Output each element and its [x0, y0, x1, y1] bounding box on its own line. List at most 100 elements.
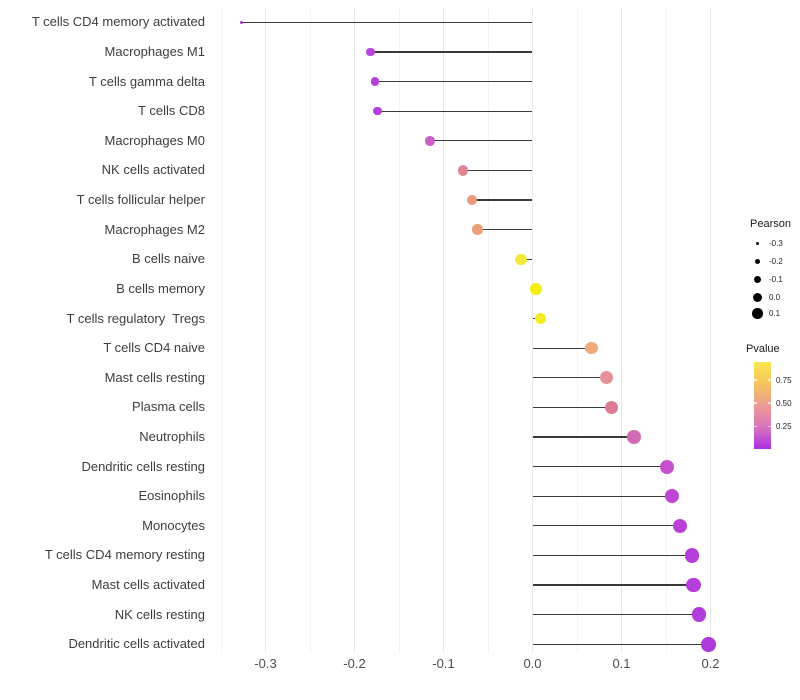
lollipop-dot: [370, 77, 380, 86]
category-label: T cells regulatory Tregs: [66, 310, 205, 326]
lollipop-dot: [673, 518, 688, 533]
pvalue-gradient-bar: [754, 362, 771, 449]
category-label: B cells memory: [116, 280, 205, 296]
lollipop-dot: [239, 20, 244, 24]
x-tick-label: -0.3: [254, 656, 277, 671]
category-label: Neutrophils: [139, 428, 205, 444]
lollipop-segment: [532, 584, 694, 586]
category-label: Macrophages M2: [104, 221, 205, 237]
gridline-minor: [487, 8, 489, 652]
lollipop-segment: [471, 199, 533, 201]
lollipop-segment: [520, 258, 533, 260]
pearson-legend-dot: [753, 275, 762, 284]
pvalue-legend-label: 0.75: [776, 375, 792, 385]
category-label: T cells CD4 memory activated: [31, 14, 205, 30]
gridline-major: [710, 8, 711, 652]
pearson-legend-label: -0.1: [769, 275, 783, 284]
pvalue-legend-label: 0.25: [776, 422, 792, 431]
category-label: T cells CD4 naive: [103, 340, 205, 356]
gridline-major: [354, 8, 355, 652]
pearson-legend-title: Pearson: [750, 218, 791, 230]
pvalue-gradient-tick: [754, 402, 757, 404]
lollipop-segment: [370, 51, 533, 53]
pearson-legend-label: 0.0: [769, 292, 781, 302]
lollipop-dot: [466, 194, 478, 206]
gridline-minor: [220, 8, 222, 652]
category-label: Monocytes: [142, 517, 205, 533]
lollipop-segment: [532, 525, 681, 527]
category-label: T cells CD4 memory resting: [44, 547, 205, 563]
pearson-legend-label: -0.2: [769, 257, 783, 266]
x-tick-label: 0.1: [612, 656, 631, 671]
lollipop-segment: [532, 466, 667, 468]
lollipop-dot: [684, 548, 699, 563]
lollipop-dot: [472, 224, 483, 235]
pvalue-legend-title: Pvalue: [746, 343, 780, 355]
x-tick-label: 0.0: [523, 656, 542, 671]
lollipop-dot: [665, 489, 680, 504]
category-label: Macrophages M1: [104, 43, 205, 59]
pvalue-gradient-tick: [768, 425, 771, 428]
pvalue-gradient-tick: [754, 379, 757, 381]
lollipop-dot: [373, 107, 382, 116]
lollipop-segment: [477, 229, 533, 231]
lollipop-dot: [530, 283, 542, 295]
lollipop-dot: [691, 607, 707, 622]
lollipop-segment: [532, 377, 607, 379]
pearson-legend-label: 0.1: [769, 309, 781, 318]
pvalue-legend-label: 0.50: [776, 398, 792, 408]
x-tick-label: -0.1: [432, 656, 455, 671]
category-label: Eosinophils: [138, 488, 206, 504]
category-label: NK cells activated: [101, 162, 205, 178]
pearson-legend-dot: [753, 292, 762, 302]
pearson-legend-label: -0.3: [769, 239, 783, 248]
pvalue-gradient-tick: [754, 425, 757, 428]
lollipop-segment: [374, 80, 533, 83]
category-label: T cells gamma delta: [88, 73, 205, 89]
category-label: Macrophages M0: [104, 132, 205, 148]
lollipop-dot: [686, 577, 701, 593]
category-label: NK cells resting: [114, 606, 205, 622]
gridline-minor: [309, 8, 311, 652]
lollipop-dot: [534, 312, 547, 325]
lollipop-dot: [701, 637, 716, 652]
category-label: B cells naive: [132, 251, 205, 267]
lollipop-dot: [366, 47, 375, 56]
pearson-legend-dot: [754, 258, 761, 265]
lollipop-segment: [532, 643, 709, 645]
lollipop-segment: [241, 21, 533, 23]
pvalue-gradient-tick: [768, 402, 771, 404]
lollipop-segment: [532, 347, 592, 349]
category-label: Mast cells activated: [91, 577, 205, 593]
pearson-legend-dot: [755, 241, 760, 246]
lollipop-segment: [532, 406, 612, 408]
category-label: Dendritic cells resting: [81, 458, 205, 474]
lollipop-segment: [377, 110, 533, 112]
lollipop-segment: [430, 140, 533, 142]
lollipop-segment: [532, 554, 692, 557]
lollipop-segment: [532, 614, 699, 616]
category-label: T cells CD8: [138, 103, 205, 119]
gridline-major: [265, 8, 266, 652]
category-label: Mast cells resting: [104, 369, 205, 385]
lollipop-dot: [605, 400, 619, 414]
gridline-minor: [398, 8, 400, 652]
lollipop-segment: [463, 169, 533, 171]
gridline-major: [443, 8, 444, 652]
lollipop-segment: [532, 495, 673, 497]
x-tick-label: -0.2: [343, 656, 366, 671]
pearson-legend-dot: [752, 308, 763, 319]
category-label: Dendritic cells activated: [68, 636, 205, 652]
lollipop-dot: [599, 371, 613, 385]
lollipop-dot: [627, 430, 641, 444]
lollipop-dot: [584, 341, 598, 355]
lollipop-dot: [659, 459, 674, 474]
category-label: T cells follicular helper: [76, 192, 205, 208]
lollipop-dot: [425, 135, 435, 146]
lollipop-segment: [532, 436, 634, 438]
lollipop-dot: [457, 165, 469, 176]
lollipop-dot: [515, 253, 527, 265]
category-label: Plasma cells: [132, 399, 205, 415]
pvalue-gradient-tick: [768, 379, 771, 381]
x-tick-label: 0.2: [701, 656, 720, 671]
